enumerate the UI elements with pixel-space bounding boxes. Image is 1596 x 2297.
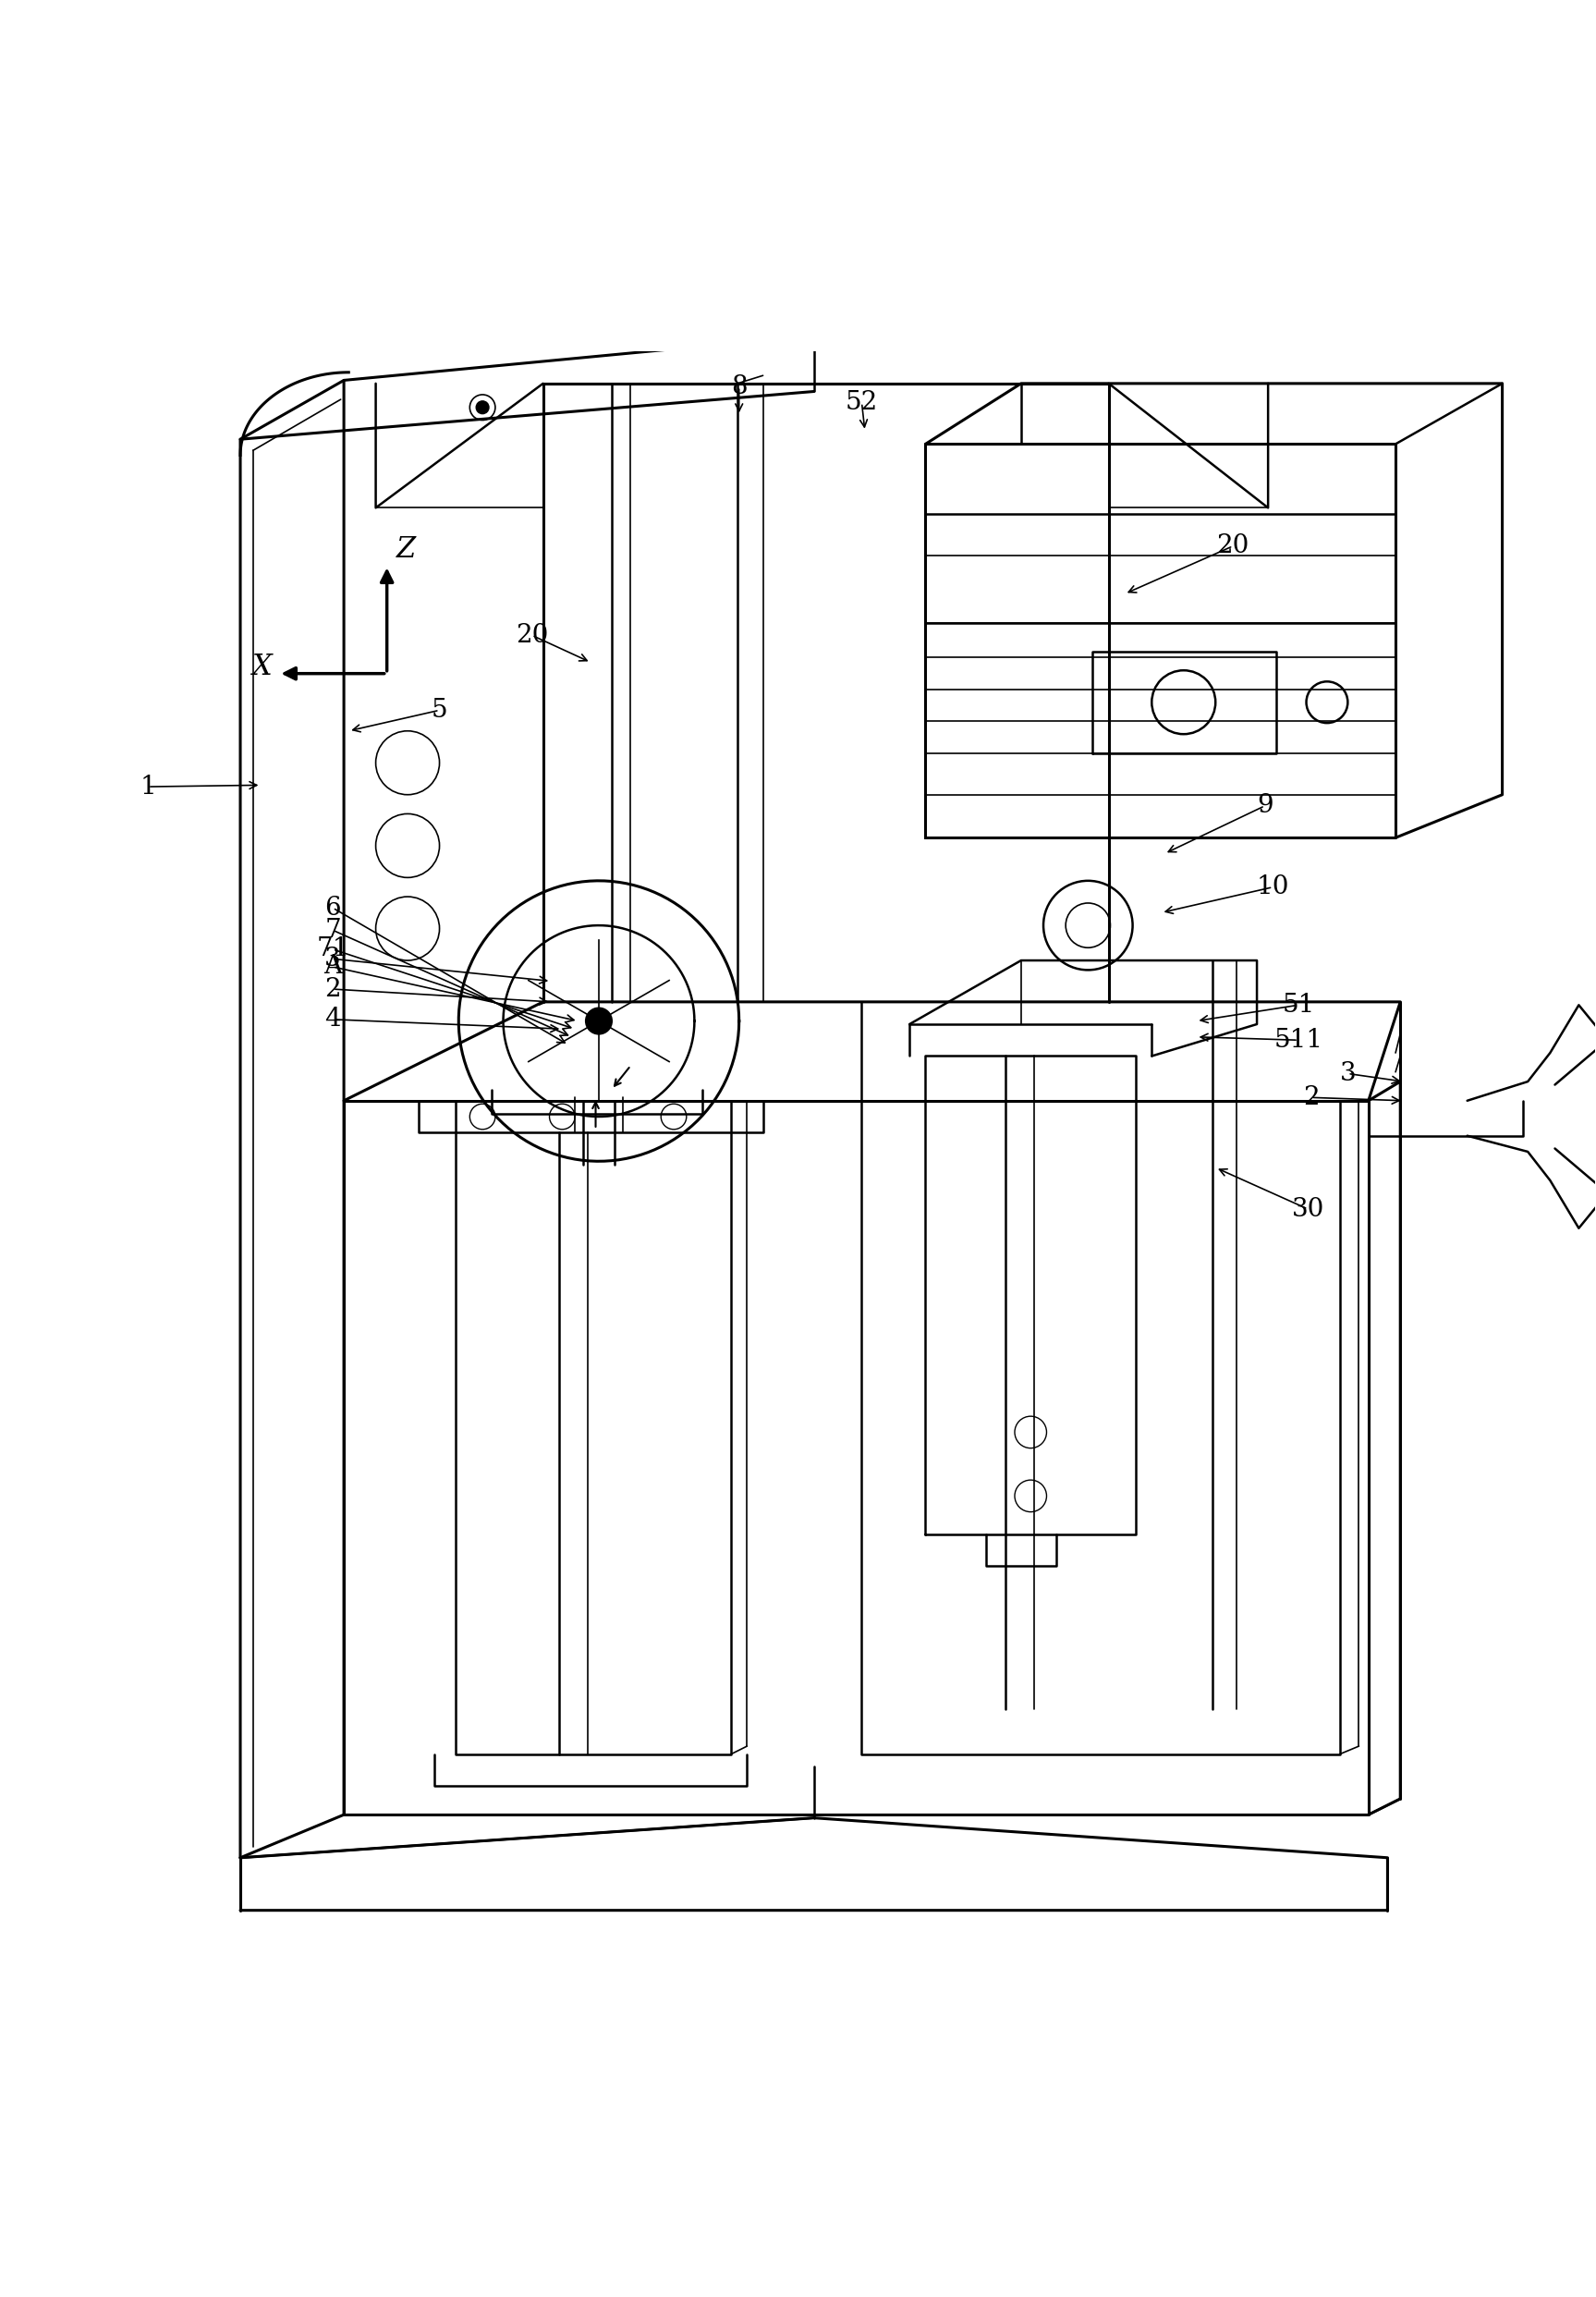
Text: 10: 10 [1256,875,1290,900]
Text: 52: 52 [846,390,878,416]
Text: 30: 30 [1291,1197,1325,1222]
Text: 5: 5 [431,698,447,724]
Text: 2: 2 [1302,1084,1320,1109]
Text: 7: 7 [324,919,342,942]
Text: X: X [252,652,273,682]
Text: 6: 6 [324,896,342,921]
Text: 3: 3 [1339,1061,1357,1086]
Text: 8: 8 [731,374,747,400]
Text: 1: 1 [140,774,156,799]
Text: A: A [324,953,342,979]
Text: 51: 51 [1282,992,1315,1018]
Text: Z: Z [396,535,417,563]
Text: 2: 2 [324,976,342,1001]
Text: 3: 3 [324,946,342,972]
Text: 511: 511 [1274,1027,1323,1052]
Text: 20: 20 [516,622,549,648]
Text: 4: 4 [324,1006,342,1031]
Text: 9: 9 [1256,792,1274,818]
Text: 20: 20 [1216,533,1250,558]
Circle shape [586,1008,611,1034]
Circle shape [476,402,488,413]
Text: 71: 71 [316,937,350,962]
